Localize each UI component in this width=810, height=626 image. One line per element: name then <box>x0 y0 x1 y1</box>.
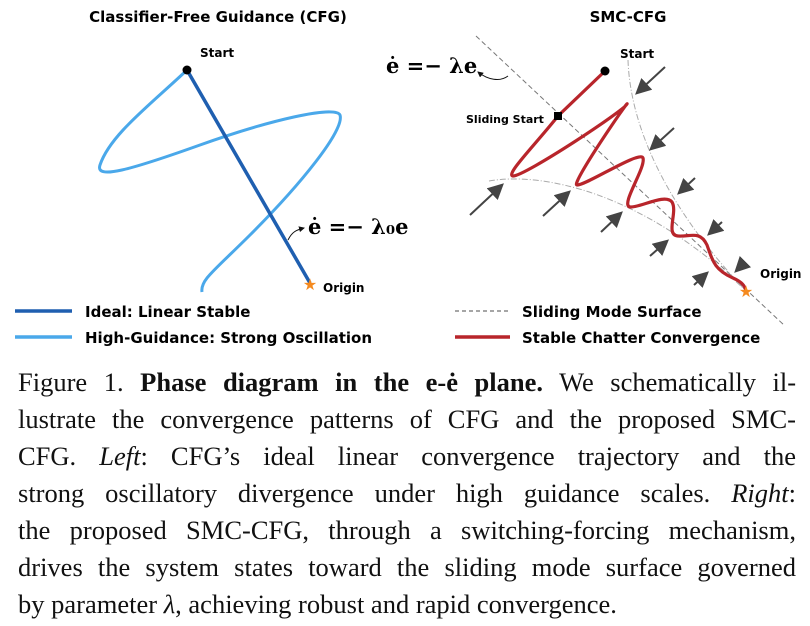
caption-text: CFG. <box>18 441 77 471</box>
reaching-arrow-icon <box>677 177 696 195</box>
left-panel-cfg: Classifier-Free Guidance (CFG) Start ★ O… <box>89 8 408 295</box>
equation-pointer-arrow-icon <box>477 71 509 80</box>
high-guidance-oscillation-curve <box>98 68 342 293</box>
left-start-label: Start <box>200 46 234 60</box>
figure-caption: Figure 1. Phase diagram in the e-ė plane… <box>18 364 796 623</box>
left-origin-label: Origin <box>323 281 364 295</box>
start-point-icon <box>600 66 610 76</box>
reaching-arrow-icon <box>469 183 504 216</box>
upper-boundary-curve <box>627 59 746 291</box>
legend-label-sliding-surface: Sliding Mode Surface <box>522 303 702 321</box>
caption-text: : <box>788 478 796 508</box>
caption-italic: Right <box>731 478 789 508</box>
caption-text: , achieving robust and rapid convergence… <box>175 589 617 619</box>
reaching-arrows <box>469 66 752 289</box>
caption-text: by parameter <box>18 589 158 619</box>
left-panel-title: Classifier-Free Guidance (CFG) <box>89 8 347 26</box>
caption-text: lustrate the convergence patterns of CFG… <box>18 404 796 434</box>
reaching-arrow-icon <box>691 271 709 289</box>
caption-text: We schematically il- <box>559 367 797 397</box>
sliding-start-marker-icon <box>554 112 562 120</box>
legend-label-chatter: Stable Chatter Convergence <box>522 329 760 347</box>
phase-diagram-figure: Classifier-Free Guidance (CFG) Start ★ O… <box>15 8 801 347</box>
reaching-arrow-icon <box>635 66 666 95</box>
stable-chatter-convergence-curve <box>510 69 748 292</box>
caption-text: drives the system states toward the slid… <box>18 552 796 582</box>
ideal-linear-trajectory <box>185 69 312 284</box>
left-equation: ė =− λ₀e <box>308 214 408 239</box>
start-point-icon <box>182 65 192 75</box>
reaching-arrow-icon <box>542 190 571 217</box>
caption-title: Phase diagram in the e-ė plane. <box>140 367 544 397</box>
lower-boundary-curve <box>488 178 746 291</box>
figure-label: Figure 1. <box>18 367 124 397</box>
caption-text: the proposed SMC-CFG, through a switchin… <box>18 515 796 545</box>
right-panel-title: SMC-CFG <box>590 8 667 26</box>
reaching-arrow-icon <box>649 239 670 257</box>
caption-text: : CFG’s ideal linear convergence traject… <box>140 441 797 471</box>
reaching-arrow-icon <box>707 218 725 236</box>
reaching-arrow-icon <box>734 255 752 273</box>
caption-italic: Left <box>99 441 141 471</box>
legend: Ideal: Linear Stable High-Guidance: Stro… <box>15 303 760 347</box>
equation-pointer-arrow-icon <box>287 226 305 241</box>
legend-label-high-guidance: High-Guidance: Strong Oscillation <box>85 329 372 347</box>
right-origin-label: Origin <box>760 267 801 281</box>
caption-lambda: λ <box>163 589 176 619</box>
right-panel-smc-cfg: SMC-CFG Start Sliding Start ★ Origin ė =… <box>386 8 801 327</box>
reaching-arrow-icon <box>600 211 623 233</box>
sliding-start-label: Sliding Start <box>466 113 544 126</box>
right-start-label: Start <box>620 47 654 61</box>
legend-label-ideal: Ideal: Linear Stable <box>85 303 250 321</box>
right-equation: ė =− λe <box>386 53 477 78</box>
origin-star-icon: ★ <box>303 277 317 294</box>
reaching-arrow-icon <box>649 127 675 151</box>
origin-star-icon: ★ <box>739 284 753 301</box>
caption-text: strong oscillatory divergence under high… <box>18 478 711 508</box>
